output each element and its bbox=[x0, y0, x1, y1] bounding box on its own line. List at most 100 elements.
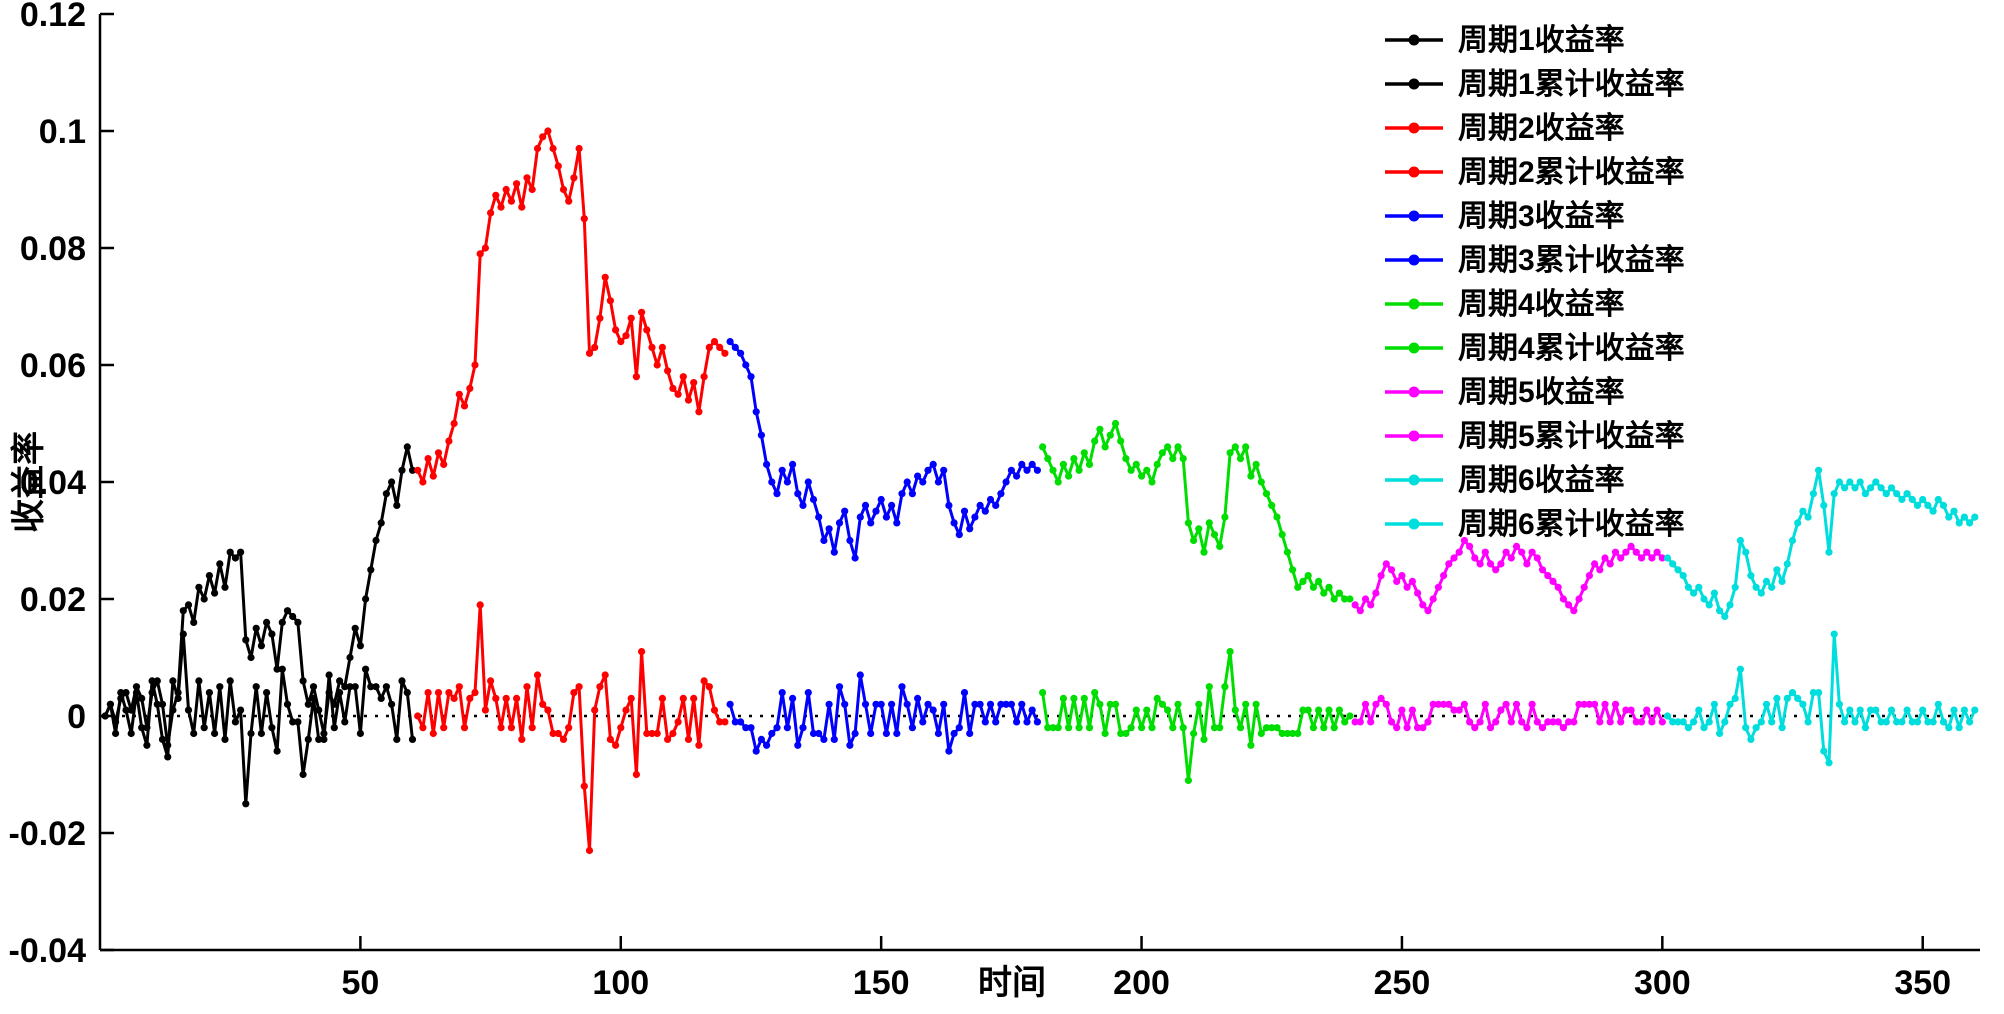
data-point bbox=[591, 343, 599, 351]
data-point bbox=[940, 466, 948, 474]
data-point bbox=[731, 718, 739, 726]
data-point bbox=[1507, 718, 1515, 726]
data-point bbox=[492, 694, 500, 703]
data-point bbox=[1611, 700, 1620, 708]
data-point bbox=[497, 724, 505, 732]
data-point bbox=[1044, 724, 1052, 732]
legend-marker bbox=[1408, 474, 1420, 486]
data-point bbox=[1283, 548, 1291, 556]
data-point bbox=[1851, 484, 1859, 492]
data-point bbox=[1528, 700, 1536, 708]
data-point bbox=[367, 566, 375, 574]
data-point bbox=[1257, 729, 1265, 738]
data-point bbox=[710, 338, 719, 346]
data-point bbox=[1773, 694, 1781, 703]
data-point bbox=[1205, 519, 1213, 527]
data-point bbox=[830, 548, 838, 556]
data-point bbox=[252, 683, 260, 691]
data-point bbox=[1289, 729, 1297, 738]
data-point bbox=[914, 472, 922, 480]
legend-item: 周期3收益率 bbox=[1385, 200, 1625, 233]
data-point bbox=[1320, 589, 1328, 597]
data-point bbox=[981, 507, 989, 515]
series-line-4 bbox=[728, 673, 1039, 753]
data-point bbox=[320, 735, 328, 744]
data-point bbox=[632, 770, 641, 779]
data-point bbox=[1611, 548, 1620, 556]
data-point bbox=[585, 846, 594, 855]
data-point bbox=[1877, 718, 1885, 726]
data-point bbox=[606, 735, 615, 744]
data-point bbox=[325, 671, 333, 679]
data-point bbox=[398, 677, 406, 685]
data-point bbox=[1414, 724, 1422, 732]
data-point bbox=[403, 443, 411, 451]
data-point bbox=[1455, 548, 1463, 556]
data-point bbox=[1929, 507, 1937, 515]
data-point bbox=[1939, 501, 1948, 509]
data-point bbox=[263, 689, 271, 697]
data-point bbox=[1700, 724, 1708, 732]
data-point bbox=[190, 618, 198, 627]
data-point bbox=[976, 501, 984, 509]
data-point bbox=[710, 706, 719, 714]
data-point bbox=[867, 729, 875, 738]
data-point bbox=[893, 519, 901, 527]
data-point bbox=[835, 519, 844, 527]
data-point bbox=[1085, 724, 1094, 732]
data-point bbox=[1346, 712, 1354, 720]
data-point bbox=[1835, 700, 1843, 708]
data-point bbox=[278, 665, 286, 673]
data-point bbox=[283, 607, 292, 615]
data-point bbox=[929, 706, 937, 714]
data-point bbox=[1663, 554, 1672, 562]
data-point bbox=[424, 689, 432, 697]
data-point bbox=[1585, 700, 1593, 708]
data-point bbox=[627, 314, 635, 322]
data-point bbox=[460, 402, 469, 410]
data-point bbox=[627, 694, 635, 703]
data-point bbox=[1231, 706, 1239, 714]
data-point bbox=[1690, 589, 1698, 597]
data-point bbox=[679, 373, 687, 381]
data-point bbox=[1200, 548, 1208, 556]
data-point bbox=[1153, 460, 1161, 468]
data-point bbox=[1893, 718, 1901, 726]
data-point bbox=[518, 735, 526, 744]
data-point bbox=[1408, 577, 1416, 586]
data-point bbox=[1236, 455, 1245, 463]
data-point bbox=[856, 671, 864, 679]
data-point bbox=[533, 144, 542, 153]
legend-marker bbox=[1408, 342, 1420, 354]
data-point bbox=[1653, 548, 1661, 556]
data-point bbox=[122, 689, 130, 697]
data-point bbox=[1002, 478, 1010, 486]
data-point bbox=[1481, 700, 1489, 708]
data-point bbox=[898, 490, 906, 498]
data-point bbox=[1544, 572, 1552, 580]
data-point bbox=[1757, 718, 1765, 726]
data-point bbox=[216, 683, 224, 691]
data-point bbox=[237, 706, 245, 714]
data-point bbox=[1039, 689, 1047, 697]
data-point bbox=[1768, 583, 1776, 591]
data-point bbox=[200, 724, 208, 732]
data-point bbox=[507, 197, 515, 205]
data-point bbox=[1919, 706, 1927, 714]
data-point bbox=[1637, 718, 1646, 726]
data-point bbox=[1018, 700, 1026, 708]
legend: 周期1收益率周期1累计收益率周期2收益率周期2累计收益率周期3收益率周期3累计收… bbox=[1385, 24, 1685, 541]
data-point bbox=[1273, 513, 1281, 521]
data-point bbox=[242, 800, 250, 808]
legend-label: 周期2收益率 bbox=[1458, 112, 1625, 145]
data-point bbox=[1867, 706, 1875, 714]
data-point bbox=[1361, 700, 1370, 708]
data-point bbox=[1096, 700, 1104, 708]
data-point bbox=[1486, 724, 1495, 732]
data-point bbox=[617, 338, 625, 346]
data-point bbox=[138, 694, 146, 703]
data-point bbox=[1377, 694, 1385, 703]
data-point bbox=[747, 373, 755, 381]
data-point bbox=[1252, 460, 1260, 468]
data-point bbox=[372, 683, 380, 691]
